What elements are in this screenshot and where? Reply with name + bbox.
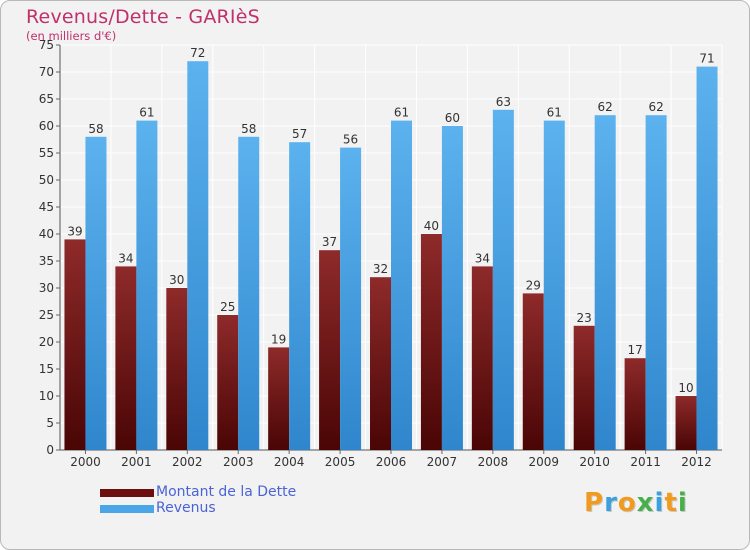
logo-letter: r bbox=[604, 488, 618, 518]
logo-letter: o bbox=[617, 488, 637, 518]
legend-label-debt: Montant de la Dette bbox=[156, 484, 297, 500]
bar-debt bbox=[573, 325, 595, 450]
chart-subtitle: (en milliers d'€) bbox=[26, 29, 117, 43]
data-label-debt: 30 bbox=[169, 273, 184, 287]
chart-title: Revenus/Dette - GARIèS bbox=[26, 6, 260, 28]
x-tick-label: 2009 bbox=[528, 455, 559, 469]
data-label-debt: 40 bbox=[424, 219, 439, 233]
data-label-revenue: 72 bbox=[190, 46, 205, 60]
x-tick-label: 2000 bbox=[70, 455, 101, 469]
data-label-debt: 32 bbox=[373, 262, 388, 276]
x-tick-label: 2006 bbox=[376, 455, 407, 469]
proxiti-logo: Proxiti bbox=[584, 488, 688, 518]
data-label-revenue: 62 bbox=[648, 100, 663, 114]
bar-revenue bbox=[492, 109, 514, 451]
bar-debt bbox=[624, 358, 646, 450]
bar-debt bbox=[522, 293, 544, 450]
data-label-revenue: 71 bbox=[699, 52, 714, 66]
bar-debt bbox=[675, 396, 697, 450]
bar-debt bbox=[64, 239, 86, 450]
x-tick-label: 2003 bbox=[223, 455, 254, 469]
y-tick-label: 20 bbox=[39, 335, 54, 349]
y-tick-label: 60 bbox=[39, 119, 54, 133]
y-tick-label: 15 bbox=[39, 362, 54, 376]
bar-revenue bbox=[696, 66, 718, 450]
x-tick-label: 2010 bbox=[579, 455, 610, 469]
y-tick-label: 0 bbox=[46, 443, 54, 457]
bar-revenue bbox=[340, 147, 362, 450]
bar-debt bbox=[319, 250, 341, 450]
data-label-revenue: 61 bbox=[547, 106, 562, 120]
x-tick-label: 2007 bbox=[427, 455, 458, 469]
y-tick-label: 65 bbox=[39, 92, 54, 106]
y-tick-label: 40 bbox=[39, 227, 54, 241]
bar-debt bbox=[471, 266, 493, 450]
bar-revenue bbox=[441, 126, 463, 450]
bar-revenue bbox=[136, 120, 158, 450]
data-label-revenue: 58 bbox=[88, 122, 103, 136]
y-tick-label: 50 bbox=[39, 173, 54, 187]
legend-swatch-debt bbox=[100, 489, 154, 497]
y-tick-label: 10 bbox=[39, 389, 54, 403]
data-label-debt: 29 bbox=[526, 278, 541, 292]
x-tick-label: 2001 bbox=[121, 455, 152, 469]
y-tick-label: 30 bbox=[39, 281, 54, 295]
bar-revenue bbox=[85, 136, 107, 451]
bar-revenue bbox=[391, 120, 412, 450]
bar-revenue bbox=[543, 120, 565, 450]
data-label-revenue: 62 bbox=[598, 100, 613, 114]
bar-revenue bbox=[238, 136, 260, 451]
bar-debt bbox=[268, 347, 290, 450]
x-tick-label: 2008 bbox=[478, 455, 509, 469]
logo-letter: x bbox=[636, 488, 655, 518]
x-tick-label: 2012 bbox=[681, 455, 712, 469]
x-tick-label: 2004 bbox=[274, 455, 305, 469]
logo-letter: P bbox=[584, 488, 605, 518]
legend-label-revenue: Revenus bbox=[156, 500, 216, 516]
data-label-debt: 17 bbox=[627, 343, 642, 357]
bar-debt bbox=[370, 277, 391, 450]
bar-debt bbox=[166, 288, 188, 450]
plot-area: 0 5 10 15 20 25 30 35 40 45 50 55 60 65 70 75 2000 39 58 20… bbox=[39, 38, 723, 469]
logo-letter: t bbox=[664, 488, 678, 518]
logo-letter: i bbox=[677, 488, 688, 518]
y-tick-label: 55 bbox=[39, 146, 54, 160]
y-tick-label: 75 bbox=[39, 38, 54, 52]
y-tick-label: 35 bbox=[39, 254, 54, 268]
y-tick-label: 5 bbox=[46, 416, 54, 430]
data-label-debt: 25 bbox=[220, 300, 235, 314]
data-label-revenue: 57 bbox=[292, 127, 307, 141]
x-tick-label: 2011 bbox=[630, 455, 661, 469]
bar-revenue bbox=[289, 142, 311, 450]
data-label-revenue: 58 bbox=[241, 122, 256, 136]
data-label-debt: 39 bbox=[67, 224, 82, 238]
y-tick-label: 70 bbox=[39, 65, 54, 79]
bar-debt bbox=[217, 315, 239, 450]
y-tick-label: 25 bbox=[39, 308, 54, 322]
data-label-debt: 23 bbox=[577, 311, 592, 325]
bar-debt bbox=[115, 266, 137, 450]
bar-revenue bbox=[645, 115, 667, 450]
data-label-debt: 34 bbox=[118, 251, 133, 265]
data-label-revenue: 61 bbox=[394, 106, 409, 120]
data-label-revenue: 61 bbox=[139, 106, 154, 120]
bar-revenue bbox=[594, 115, 616, 450]
data-label-debt: 19 bbox=[271, 332, 286, 346]
x-tick-label: 2005 bbox=[325, 455, 356, 469]
logo-letter: i bbox=[654, 488, 665, 518]
data-label-debt: 10 bbox=[678, 381, 693, 395]
data-label-debt: 37 bbox=[322, 235, 337, 249]
bar-revenue bbox=[187, 61, 209, 450]
y-tick-label: 45 bbox=[39, 200, 54, 214]
legend-swatch-revenue bbox=[100, 505, 154, 513]
data-label-revenue: 60 bbox=[445, 111, 460, 125]
data-label-revenue: 56 bbox=[343, 133, 358, 147]
data-label-revenue: 63 bbox=[496, 95, 511, 109]
data-label-debt: 34 bbox=[475, 251, 490, 265]
bar-debt bbox=[420, 234, 442, 450]
x-tick-label: 2002 bbox=[172, 455, 203, 469]
